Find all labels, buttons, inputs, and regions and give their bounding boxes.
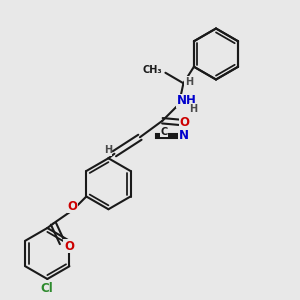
Text: N: N	[179, 129, 189, 142]
Text: C: C	[160, 127, 167, 137]
Text: NH: NH	[176, 94, 196, 107]
Text: H: H	[189, 104, 197, 114]
Text: Cl: Cl	[40, 282, 53, 295]
Text: H: H	[185, 77, 193, 87]
Text: O: O	[67, 200, 77, 213]
Text: H: H	[104, 145, 112, 155]
Text: O: O	[179, 116, 189, 129]
Text: CH₃: CH₃	[142, 65, 162, 75]
Text: O: O	[64, 239, 74, 253]
